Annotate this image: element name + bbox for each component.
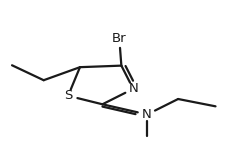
Text: N: N [128, 82, 138, 95]
Text: Br: Br [112, 32, 127, 45]
Text: S: S [64, 89, 72, 102]
Text: N: N [142, 108, 152, 121]
